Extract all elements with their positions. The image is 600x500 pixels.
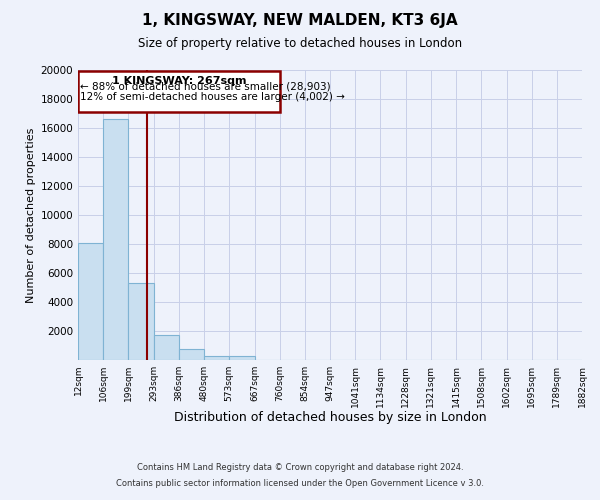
Bar xyxy=(154,334,179,360)
FancyBboxPatch shape xyxy=(78,70,280,112)
Bar xyxy=(229,356,254,360)
X-axis label: Distribution of detached houses by size in London: Distribution of detached houses by size … xyxy=(173,411,487,424)
Text: 1 KINGSWAY: 267sqm: 1 KINGSWAY: 267sqm xyxy=(112,76,246,86)
Bar xyxy=(204,356,229,360)
Bar xyxy=(78,242,103,360)
Text: Contains public sector information licensed under the Open Government Licence v : Contains public sector information licen… xyxy=(116,478,484,488)
Text: 1, KINGSWAY, NEW MALDEN, KT3 6JA: 1, KINGSWAY, NEW MALDEN, KT3 6JA xyxy=(142,12,458,28)
Bar xyxy=(128,283,154,360)
Bar xyxy=(179,349,204,360)
Text: 12% of semi-detached houses are larger (4,002) →: 12% of semi-detached houses are larger (… xyxy=(80,92,345,102)
Text: Size of property relative to detached houses in London: Size of property relative to detached ho… xyxy=(138,38,462,51)
Text: ← 88% of detached houses are smaller (28,903): ← 88% of detached houses are smaller (28… xyxy=(80,82,331,92)
Text: Contains HM Land Registry data © Crown copyright and database right 2024.: Contains HM Land Registry data © Crown c… xyxy=(137,464,463,472)
Y-axis label: Number of detached properties: Number of detached properties xyxy=(26,128,36,302)
Bar xyxy=(103,120,128,360)
